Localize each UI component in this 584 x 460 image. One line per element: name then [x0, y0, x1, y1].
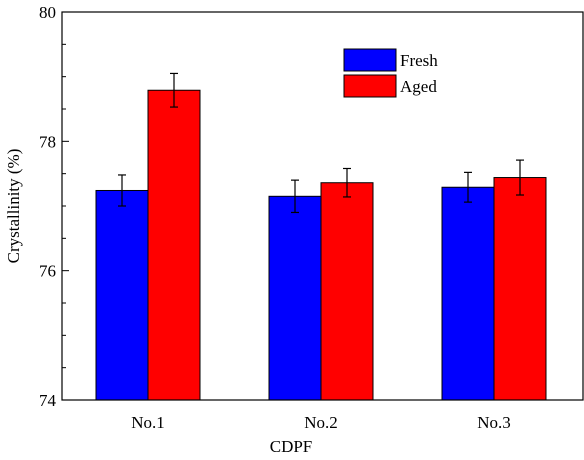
y-axis: 74 76 78 80 [39, 3, 69, 410]
x-tick-label: No.1 [131, 413, 165, 432]
x-tick-label: No.2 [304, 413, 338, 432]
x-axis: No.1 No.2 No.3 [131, 393, 511, 432]
y-axis-title: Crystallinity (%) [4, 149, 23, 264]
legend-label-aged: Aged [400, 77, 437, 96]
bar-fresh-1 [95, 189, 149, 401]
legend-swatch-aged [343, 74, 397, 98]
bar-aged-3 [493, 177, 547, 401]
bar-aged-2 [320, 182, 374, 401]
y-tick-label: 76 [39, 262, 56, 281]
x-axis-title: CDPF [270, 437, 313, 456]
x-tick-label: No.3 [477, 413, 511, 432]
y-tick-label: 80 [39, 3, 56, 22]
legend-label-fresh: Fresh [400, 51, 438, 70]
bar-fresh-2 [268, 195, 322, 401]
y-tick-label: 78 [39, 132, 56, 151]
bar-fresh-3 [441, 186, 495, 401]
legend: Fresh Aged [343, 48, 438, 98]
y-tick-label: 74 [39, 391, 57, 410]
bars-layer [95, 89, 547, 401]
legend-swatch-fresh [343, 48, 397, 72]
error-bars-layer [118, 72, 524, 214]
bar-aged-1 [147, 89, 201, 401]
